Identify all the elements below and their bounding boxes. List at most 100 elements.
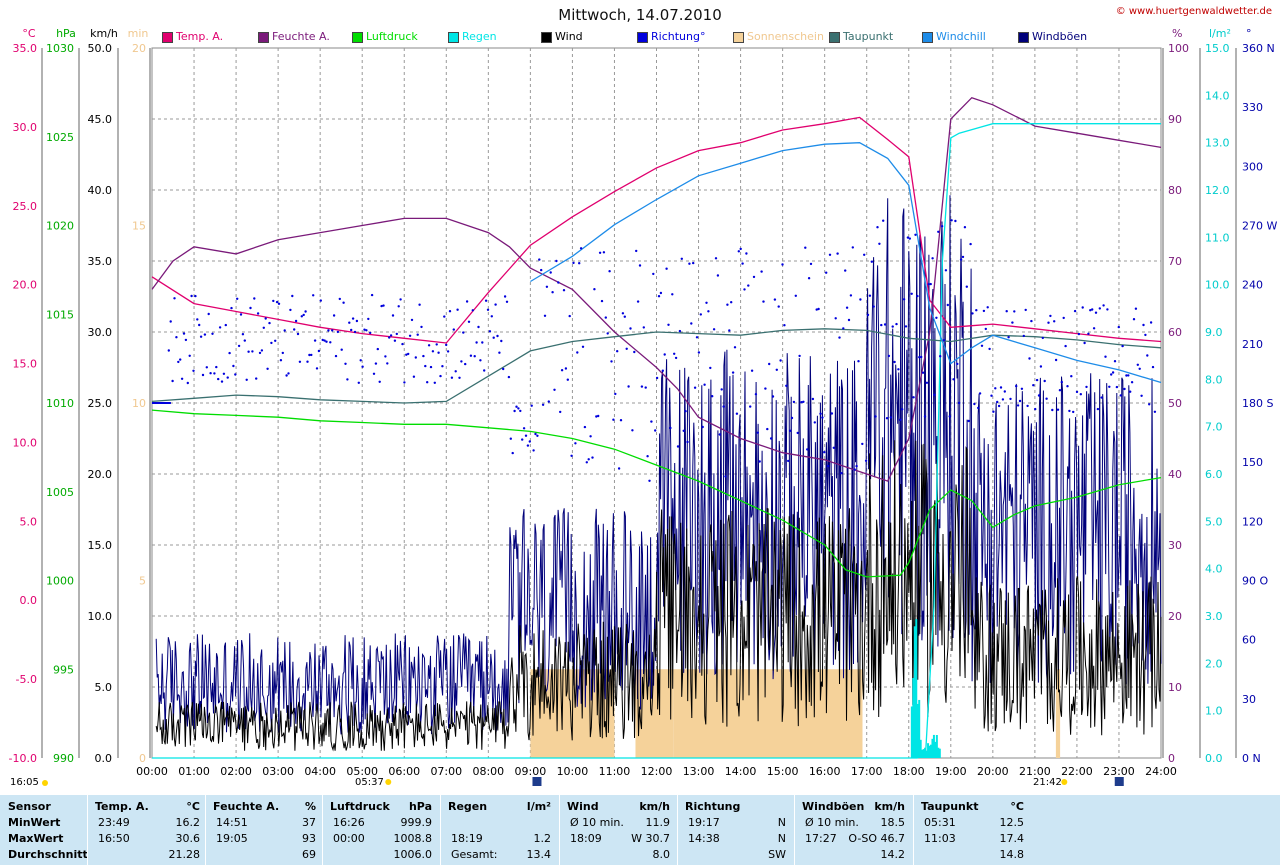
direction-dot	[346, 378, 349, 381]
y-tick-temp: -5.0	[16, 673, 37, 686]
legend-label: Richtung°	[651, 30, 706, 43]
y-tick-humidity: 20	[1168, 610, 1182, 623]
direction-dot	[401, 342, 404, 346]
direction-dot	[579, 247, 583, 250]
direction-dot	[338, 297, 341, 301]
direction-dot	[863, 253, 866, 256]
direction-dot	[479, 359, 482, 362]
direction-dot	[602, 251, 606, 254]
direction-dot	[654, 429, 657, 432]
x-tick-label: 13:00	[683, 765, 715, 778]
direction-dot	[944, 269, 948, 272]
stat-min-value: 37	[302, 816, 316, 829]
direction-dot	[1075, 390, 1079, 394]
direction-dot	[484, 299, 488, 302]
direction-dot	[809, 262, 813, 266]
rain-bar	[925, 750, 928, 758]
y-tick-pressure: 1030	[46, 42, 74, 55]
y-tick-humidity: 10	[1168, 681, 1182, 694]
direction-dot	[382, 304, 385, 307]
direction-dot	[431, 350, 435, 353]
rain-bar	[938, 748, 941, 758]
stat-min-time: 14:51	[216, 816, 248, 829]
direction-dot	[644, 386, 647, 389]
direction-dot	[933, 393, 936, 396]
direction-dot	[540, 268, 543, 272]
direction-dot	[807, 277, 811, 280]
x-tick-label: 04:00	[304, 765, 336, 778]
direction-dot	[448, 310, 452, 313]
direction-dot	[859, 298, 862, 301]
direction-dot	[688, 262, 691, 265]
direction-dot	[866, 313, 870, 317]
y-tick-pressure: 1020	[46, 220, 74, 233]
direction-dot	[775, 368, 778, 371]
direction-dot	[211, 332, 214, 335]
legend-swatch	[541, 32, 552, 43]
sunshine-bar	[1055, 669, 1061, 758]
direction-dot	[420, 325, 423, 329]
direction-dot	[199, 335, 203, 338]
direction-dot	[237, 344, 241, 348]
direction-dot	[1081, 306, 1084, 309]
direction-dot	[308, 353, 311, 357]
y-tick-humidity: 100	[1168, 42, 1189, 55]
direction-dot	[880, 323, 883, 327]
stat-min-time: 19:17	[688, 816, 720, 829]
direction-dot	[902, 298, 906, 301]
axis-unit-direction: °	[1246, 27, 1252, 40]
x-tick-label: 01:00	[178, 765, 210, 778]
stat-header: Feuchte A.	[213, 800, 280, 813]
rain-bar	[915, 619, 918, 758]
direction-dot	[462, 331, 465, 334]
direction-dot	[336, 330, 340, 334]
rain-bar	[937, 747, 940, 758]
direction-dot	[374, 362, 378, 365]
direction-dot	[547, 400, 550, 403]
direction-dot	[1106, 308, 1109, 311]
direction-dot	[847, 318, 851, 322]
direction-dot	[1091, 308, 1094, 311]
direction-dot	[633, 350, 636, 354]
axis-unit-rain: l/m²	[1209, 27, 1231, 40]
direction-dot	[720, 388, 723, 391]
direction-dot	[636, 300, 640, 303]
direction-dot	[737, 250, 740, 253]
direction-dot	[965, 285, 968, 288]
direction-dot	[756, 431, 759, 434]
direction-dot	[253, 297, 256, 300]
direction-dot	[937, 230, 940, 233]
direction-dot	[1151, 365, 1155, 369]
direction-dot	[726, 303, 729, 306]
direction-dot	[982, 309, 986, 313]
direction-dot	[832, 446, 835, 449]
stat-avg-value: SW	[768, 848, 786, 861]
y-tick-temp: -10.0	[9, 752, 37, 765]
direction-dot	[730, 301, 733, 304]
direction-dot	[642, 326, 645, 329]
direction-dot	[426, 381, 429, 384]
direction-dot	[293, 328, 296, 331]
stat-unit: km/h	[639, 800, 670, 813]
direction-dot	[553, 388, 556, 391]
series-wind	[155, 440, 1162, 752]
direction-dot	[804, 246, 807, 249]
direction-dot	[1092, 327, 1096, 330]
direction-dot	[861, 442, 864, 446]
direction-dot	[1041, 336, 1045, 340]
direction-dot	[289, 308, 292, 312]
direction-dot	[826, 464, 830, 468]
direction-dot	[954, 219, 957, 223]
direction-dot	[222, 372, 226, 375]
sunset-time: 21:42	[1033, 777, 1062, 788]
direction-dot	[1045, 397, 1048, 400]
axis-unit-wind: km/h	[90, 27, 118, 40]
direction-dot	[817, 307, 820, 311]
direction-dot	[967, 419, 970, 423]
direction-dot	[1072, 410, 1075, 414]
direction-dot	[739, 247, 742, 251]
stat-min-time: Ø 10 min.	[805, 816, 859, 829]
stat-min-time: 05:31	[924, 816, 956, 829]
legend-swatch	[637, 32, 648, 43]
copyright-link[interactable]: © www.huertgenwaldwetter.de	[1115, 6, 1272, 17]
